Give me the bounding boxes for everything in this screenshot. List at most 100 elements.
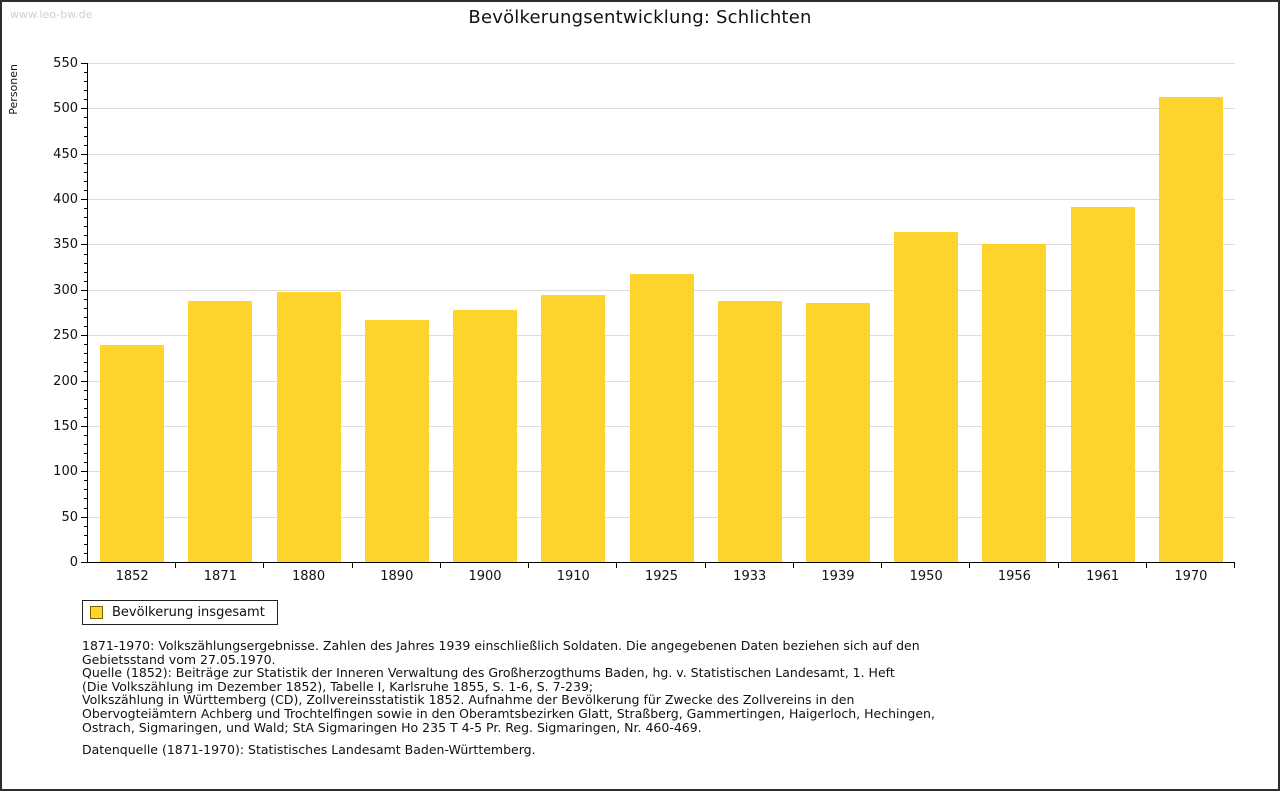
x-boundary-tick xyxy=(351,563,353,568)
y-tick xyxy=(81,380,87,382)
footnote-block: 1871-1970: Volkszählungsergebnisse. Zahl… xyxy=(82,639,1212,734)
y-minor-tick xyxy=(84,507,87,509)
y-minor-tick xyxy=(84,235,87,237)
footnote-line: (Die Volkszählung im Dezember 1852), Tab… xyxy=(82,678,594,694)
y-tick xyxy=(81,63,87,64)
y-tick xyxy=(81,244,87,246)
datasource-line: Datenquelle (1871-1970): Statistisches L… xyxy=(82,742,536,757)
y-minor-tick xyxy=(84,99,87,101)
y-tick-label: 450 xyxy=(53,146,78,162)
x-tick-label-1925: 1925 xyxy=(644,569,679,584)
x-tick-label-1950: 1950 xyxy=(909,569,943,584)
x-tick-label-1852: 1852 xyxy=(115,569,149,584)
x-tick-label-1900: 1900 xyxy=(468,569,502,584)
x-tick-label-1890: 1890 xyxy=(380,569,414,584)
bar-1933 xyxy=(717,300,782,562)
watermark: www.leo-bw.de xyxy=(10,8,93,21)
footnote-line: Ostrach, Sigmaringen, und Wald; StA Sigm… xyxy=(82,719,702,735)
x-boundary-tick xyxy=(528,563,530,568)
y-minor-tick xyxy=(84,353,87,355)
y-tick xyxy=(81,199,87,201)
x-boundary-tick xyxy=(792,563,794,568)
y-tick xyxy=(81,425,87,427)
y-tick-label: 400 xyxy=(53,192,78,208)
y-minor-tick xyxy=(84,208,87,210)
page-title: Bevölkerungsentwicklung: Schlichten xyxy=(468,7,812,28)
y-minor-tick xyxy=(84,144,87,146)
bar-1900 xyxy=(453,309,518,562)
y-minor-tick xyxy=(84,90,87,92)
y-minor-tick xyxy=(84,226,87,228)
y-minor-tick xyxy=(84,344,87,346)
x-tick-label-1910: 1910 xyxy=(556,569,590,584)
y-tick-label: 100 xyxy=(53,464,78,480)
y-minor-tick xyxy=(84,280,87,282)
y-minor-tick xyxy=(84,444,87,446)
y-tick-label: 150 xyxy=(53,418,78,434)
x-boundary-tick xyxy=(969,563,971,568)
x-boundary-tick xyxy=(1234,563,1235,568)
y-minor-tick xyxy=(84,498,87,500)
y-minor-tick xyxy=(84,298,87,300)
y-minor-tick xyxy=(84,126,87,128)
y-minor-tick xyxy=(84,72,87,74)
y-minor-tick xyxy=(84,171,87,173)
y-tick-label: 250 xyxy=(53,328,78,344)
y-minor-tick xyxy=(84,135,87,137)
bar-1852 xyxy=(100,345,165,562)
y-minor-tick xyxy=(84,271,87,273)
y-minor-tick xyxy=(84,117,87,119)
y-tick-label: 0 xyxy=(69,555,78,570)
y-minor-tick xyxy=(84,416,87,418)
legend-label: Bevölkerung insgesamt xyxy=(112,605,265,620)
x-boundary-tick xyxy=(881,563,883,568)
y-minor-tick xyxy=(84,462,87,464)
y-minor-tick xyxy=(84,81,87,83)
y-minor-tick xyxy=(84,434,87,436)
bar-1956 xyxy=(982,243,1047,562)
y-tick xyxy=(81,335,87,337)
bar-1910 xyxy=(541,295,606,562)
y-minor-tick xyxy=(84,253,87,255)
y-minor-tick xyxy=(84,362,87,364)
y-tick-label: 50 xyxy=(61,509,78,525)
y-minor-tick xyxy=(84,217,87,219)
y-minor-tick xyxy=(84,307,87,309)
y-minor-tick xyxy=(84,407,87,409)
y-minor-tick xyxy=(84,453,87,455)
x-tick-label-1961: 1961 xyxy=(1086,569,1120,584)
footnote-line: Gebietsstand vom 27.05.1970. xyxy=(82,651,276,667)
gridline-400 xyxy=(88,199,1235,201)
x-tick-label-1880: 1880 xyxy=(292,569,326,584)
y-tick-label: 550 xyxy=(53,56,78,71)
gridline-550 xyxy=(88,63,1235,64)
x-tick-label-1933: 1933 xyxy=(733,569,767,584)
y-tick xyxy=(81,289,87,291)
y-tick-label: 350 xyxy=(53,237,78,253)
bar-1890 xyxy=(364,319,429,562)
bar-1961 xyxy=(1070,207,1135,562)
y-minor-tick xyxy=(84,262,87,264)
y-tick xyxy=(81,471,87,473)
y-axis-title: Personen xyxy=(7,64,20,115)
y-tick xyxy=(81,562,87,563)
footnote-line: 1871-1970: Volkszählungsergebnisse. Zahl… xyxy=(82,638,920,653)
y-minor-tick xyxy=(84,162,87,164)
plot-area: 0 50 100 150 200 250 300 350 400 450 500 550 1852 187… xyxy=(53,57,1235,584)
x-tick-label-1939: 1939 xyxy=(821,569,855,584)
y-minor-tick xyxy=(84,543,87,545)
gridline-350 xyxy=(88,244,1235,246)
x-boundary-tick xyxy=(1057,563,1059,568)
y-tick-label: 500 xyxy=(53,101,78,117)
footnote-line: Volkszählung in Württemberg (CD), Zollve… xyxy=(82,692,855,708)
y-minor-tick xyxy=(84,190,87,192)
y-tick-label: 200 xyxy=(53,373,78,389)
y-minor-tick xyxy=(84,398,87,400)
y-minor-tick xyxy=(84,534,87,536)
legend-box: Bevölkerung insgesamt xyxy=(82,600,278,625)
x-boundary-tick xyxy=(616,563,618,568)
legend-swatch-icon xyxy=(90,606,103,619)
y-tick xyxy=(81,516,87,518)
x-boundary-tick xyxy=(439,563,441,568)
